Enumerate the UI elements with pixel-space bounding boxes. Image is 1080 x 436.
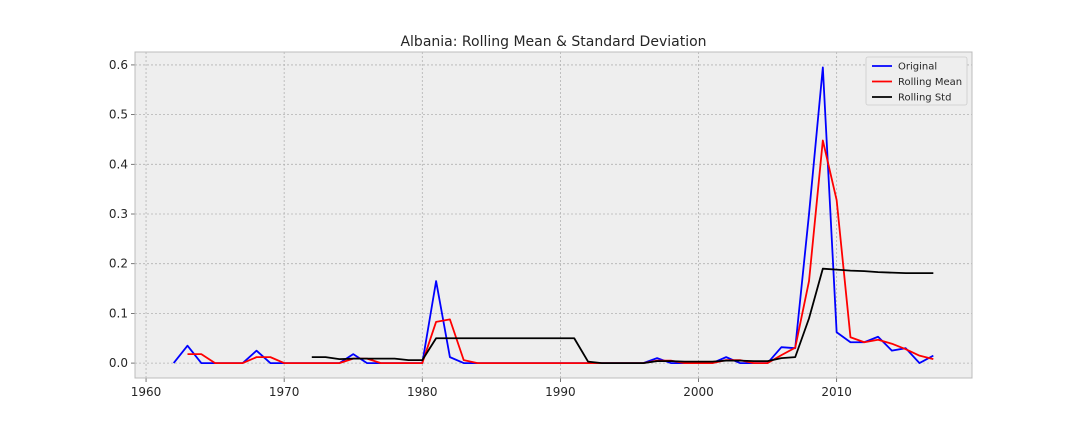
y-tick-label: 0.2 [109,257,128,271]
plot-area [135,52,972,378]
plot-frame [134,51,973,379]
series-line-rolling-mean [187,139,934,364]
chart-title: Albania: Rolling Mean & Standard Deviati… [400,34,706,50]
y-tick-label: 0.0 [109,356,128,370]
y-axis-ticks: 0.0 0.1 0.2 0.3 0.4 0.5 0.6 [109,58,135,370]
x-tick-label: 2010 [821,385,852,399]
y-tick-label: 0.6 [109,58,128,72]
y-tick-label: 0.4 [109,157,128,171]
x-axis-ticks: 1960 1970 1980 1990 2000 2010 [131,378,852,399]
legend: Original Rolling Mean Rolling Std [865,56,968,106]
x-tick-label: 1970 [269,385,300,399]
y-tick-label: 0.1 [109,306,128,320]
series-layer [172,66,934,364]
legend-label: Rolling Std [898,93,951,104]
series-line-rolling-std [311,267,934,364]
x-tick-label: 1980 [407,385,438,399]
x-tick-label: 1960 [131,385,162,399]
x-tick-label: 2000 [683,385,714,399]
y-tick-label: 0.5 [109,108,128,122]
y-tick-label: 0.3 [109,207,128,221]
legend-box [865,56,968,106]
legend-label: Original [898,62,937,73]
x-tick-label: 1990 [545,385,576,399]
legend-label: Rolling Mean [898,77,962,88]
